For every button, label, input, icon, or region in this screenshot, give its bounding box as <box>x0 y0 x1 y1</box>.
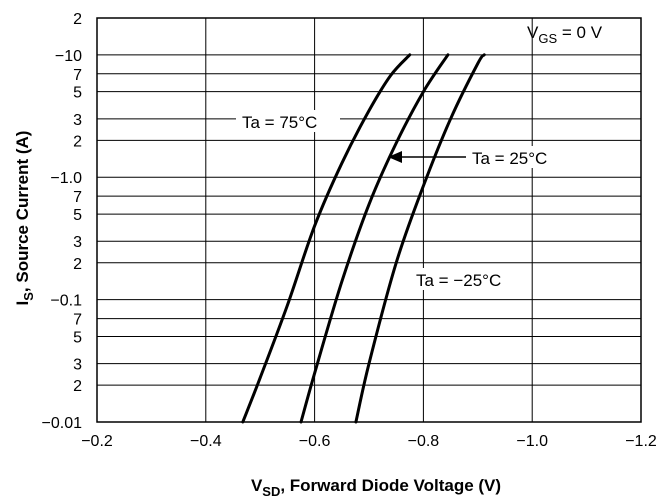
label-25-background <box>466 146 570 168</box>
y-tick-label: 3 <box>73 234 82 251</box>
y-tick-label: −10 <box>55 48 82 65</box>
y-tick-label: −0.1 <box>50 293 82 310</box>
x-axis-title: VSD, Forward Diode Voltage (V) <box>251 476 501 498</box>
y-tick-label: 2 <box>73 256 82 273</box>
x-tick-label: −0.6 <box>299 433 331 450</box>
y-tick-label: 7 <box>73 67 82 84</box>
y-tick-label: 5 <box>73 85 82 102</box>
x-tick-label: −0.2 <box>81 433 113 450</box>
series-line-0 <box>241 53 412 424</box>
x-tick-label: −0.4 <box>190 433 222 450</box>
y-tick-label: 5 <box>73 207 82 224</box>
y-tick-label: 3 <box>73 112 82 129</box>
y-tick-label: 5 <box>73 329 82 346</box>
annotation-minus25C: Ta = −25°C <box>416 271 501 290</box>
annotation-25C: Ta = 25°C <box>472 149 547 168</box>
label-75-background <box>236 110 340 132</box>
y-tick-label: −1.0 <box>50 170 82 187</box>
x-tick-labels: −0.2 −0.4 −0.6 −0.8 −1.0 −1.2 <box>81 433 657 450</box>
condition-label: VGS = 0 V <box>527 23 603 46</box>
y-axis-title: IS, Source Current (A) <box>13 131 36 306</box>
annotation-75C: Ta = 75°C <box>242 113 317 132</box>
y-tick-label: 2 <box>73 133 82 150</box>
y-tick-label: 7 <box>73 189 82 206</box>
x-tick-label: −1.0 <box>516 433 548 450</box>
x-tick-label: −0.8 <box>408 433 440 450</box>
label-m25-background <box>412 268 526 290</box>
x-tick-label: −1.2 <box>625 433 657 450</box>
y-tick-label: 2 <box>73 378 82 395</box>
arrow-head <box>388 151 402 163</box>
series-line-2 <box>354 53 486 424</box>
y-tick-label: 2 <box>73 11 82 28</box>
plot-frame <box>96 17 642 423</box>
y-tick-label: −0.01 <box>42 415 83 432</box>
curves <box>241 53 486 424</box>
series-line-1 <box>299 53 450 424</box>
y-tick-label: 7 <box>73 312 82 329</box>
y-tick-label: 3 <box>73 357 82 374</box>
plot-border <box>96 17 642 423</box>
